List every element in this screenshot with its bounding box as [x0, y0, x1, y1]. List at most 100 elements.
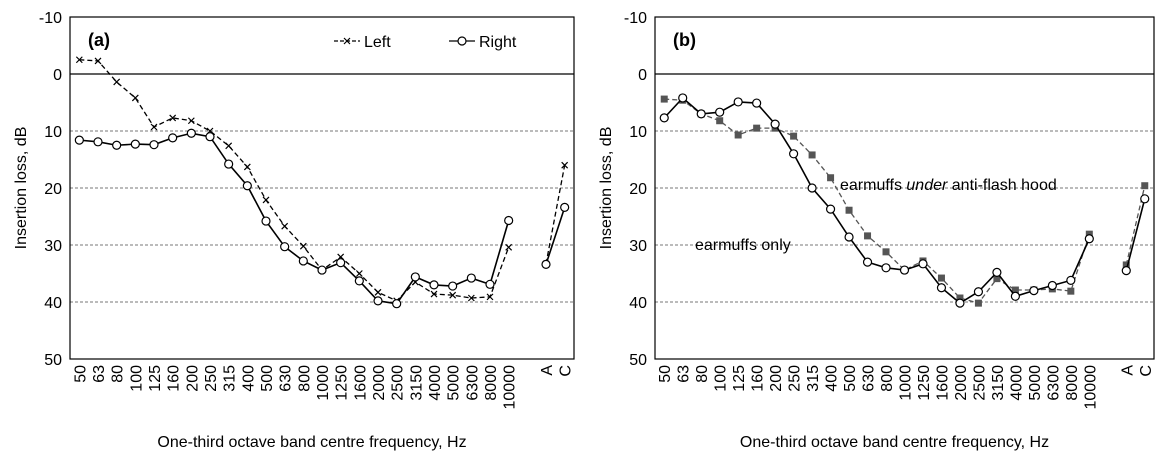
x-tick-label: 8000	[1064, 365, 1081, 401]
x-axis-title: One-third octave band centre frequency, …	[740, 434, 1049, 451]
marker	[299, 242, 307, 250]
marker	[430, 290, 438, 298]
marker	[992, 267, 1002, 277]
x-tick-label: 250	[787, 365, 804, 392]
marker	[75, 56, 83, 64]
x-tick-label: 630	[278, 365, 295, 392]
marker	[1084, 234, 1094, 244]
marker	[410, 272, 420, 282]
x-tick-label: 10000	[1082, 365, 1099, 410]
marker	[733, 97, 743, 107]
y-tick-label: 0	[638, 67, 647, 84]
marker	[504, 215, 514, 226]
marker	[317, 265, 327, 275]
marker	[974, 299, 982, 307]
x-tick-label: 4000	[1008, 365, 1025, 401]
annotation: earmuffs under anti-flash hood	[840, 177, 1057, 194]
x-tick-label: 63	[676, 365, 693, 383]
marker	[560, 202, 570, 212]
marker	[149, 140, 159, 150]
y-tick-label: 10	[629, 124, 647, 141]
marker	[1122, 261, 1130, 269]
marker	[882, 248, 890, 256]
marker	[466, 273, 476, 283]
x-tick-label: 2000	[371, 365, 388, 401]
marker	[1047, 280, 1057, 291]
marker	[827, 174, 835, 182]
marker	[899, 265, 910, 275]
x-tick-label: 1600	[352, 365, 369, 401]
x-tick-label: 1600	[934, 365, 951, 401]
y-tick-label: 30	[44, 238, 62, 255]
marker	[354, 276, 364, 286]
marker	[449, 291, 457, 299]
marker	[94, 57, 102, 65]
y-axis-title: Insertion loss, dB	[13, 127, 30, 250]
marker	[355, 270, 363, 277]
marker	[298, 256, 308, 266]
marker	[678, 93, 688, 103]
x-tick-label: 125	[147, 365, 164, 392]
panel-label: (a)	[88, 30, 110, 50]
x-tick-label: 1000	[315, 365, 332, 401]
marker	[205, 132, 215, 142]
x-tick-label: 800	[879, 365, 896, 392]
x-tick-label: 4000	[427, 365, 444, 401]
x-tick-label: 10000	[502, 365, 519, 410]
marker	[187, 117, 195, 125]
x-tick-label: 1250	[334, 365, 351, 401]
x-tick-label: C	[558, 365, 575, 377]
x-tick-label: 5000	[446, 365, 463, 401]
annotation-part: anti-flash hood	[947, 177, 1056, 194]
marker	[505, 243, 513, 251]
y-tick-label: 50	[44, 352, 62, 369]
marker	[131, 94, 139, 102]
x-tick-label: 1000	[898, 365, 915, 401]
marker	[336, 258, 346, 268]
marker	[93, 137, 103, 147]
legend-label: Right	[479, 34, 517, 51]
marker	[262, 196, 270, 204]
marker	[864, 232, 872, 240]
x-tick-label: 125	[731, 365, 748, 392]
x-tick-label: 100	[128, 365, 145, 392]
marker	[130, 139, 140, 149]
marker	[113, 78, 121, 86]
series-line	[79, 132, 566, 305]
marker	[485, 279, 495, 289]
marker	[1066, 275, 1076, 285]
x-axis-title: One-third octave band centre frequency, …	[157, 434, 466, 451]
marker	[789, 149, 799, 159]
y-tick-label: 20	[44, 181, 62, 198]
annotation-part: earmuffs only	[695, 237, 791, 254]
x-tick-label: 6300	[1045, 365, 1062, 401]
marker	[734, 131, 742, 139]
marker	[955, 298, 965, 308]
marker	[225, 142, 233, 150]
x-tick-label: 2000	[953, 365, 970, 401]
marker	[807, 183, 817, 193]
x-tick-label: 800	[296, 365, 313, 392]
y-tick-label: 20	[629, 181, 647, 198]
x-tick-label: 2500	[971, 365, 988, 401]
marker	[845, 206, 853, 214]
marker	[752, 98, 762, 108]
marker	[936, 283, 947, 293]
x-tick-label: 8000	[483, 365, 500, 401]
marker	[281, 222, 289, 230]
marker	[186, 128, 196, 138]
panel-label: (b)	[673, 30, 696, 50]
y-tick-label: -10	[624, 10, 647, 27]
marker	[168, 133, 178, 143]
y-tick-label: 0	[53, 67, 62, 84]
marker	[457, 36, 467, 46]
marker	[937, 274, 945, 282]
marker	[467, 294, 475, 302]
x-tick-label: A	[539, 365, 556, 376]
x-tick-label: 500	[259, 365, 276, 392]
marker	[261, 216, 271, 226]
x-tick-label: 2500	[390, 365, 407, 401]
